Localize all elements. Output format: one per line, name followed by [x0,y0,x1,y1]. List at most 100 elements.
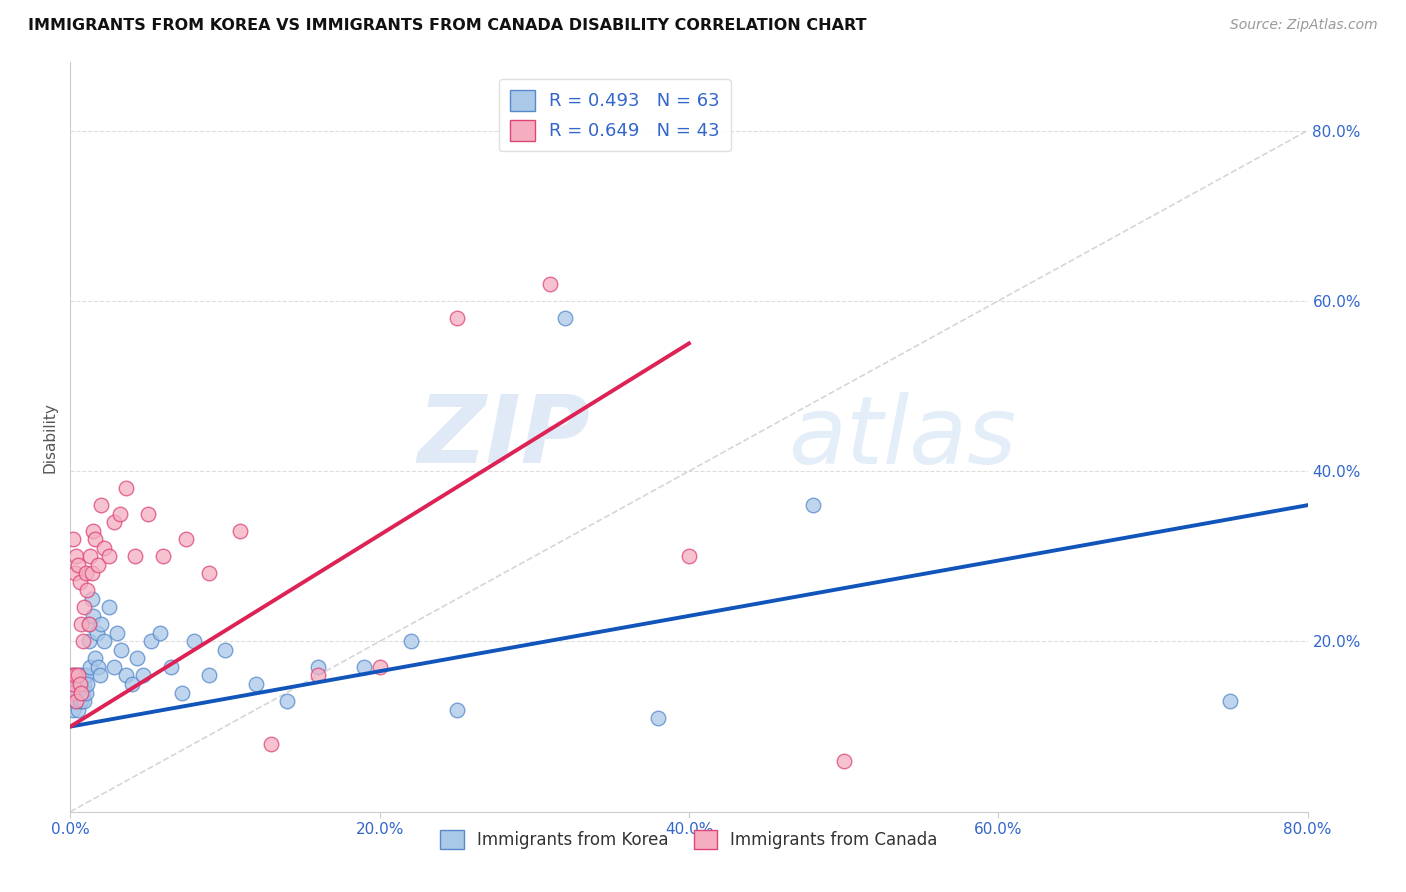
Point [554,310,576,325]
Point [198,566,221,581]
Point [149,626,172,640]
Point [87,558,110,572]
Point [115,668,138,682]
Point [60,677,83,691]
Point [801,498,824,512]
Point [125,651,148,665]
Point [80,591,103,606]
Point [121,677,143,691]
Point [62,533,84,547]
Point [538,277,561,291]
Text: atlas: atlas [787,392,1017,483]
Point [76,583,98,598]
Point [86,626,108,640]
Point [90,498,112,512]
Point [60,668,83,682]
Point [69,677,91,691]
Point [84,533,107,547]
Point [76,677,98,691]
Point [72,685,94,699]
Point [67,558,90,572]
Text: ZIP: ZIP [418,391,591,483]
Point [70,677,93,691]
Point [399,634,422,648]
Point [832,754,855,768]
Point [307,668,329,682]
Point [132,668,155,682]
Point [72,634,94,648]
Point [446,310,468,325]
Point [75,668,97,682]
Point [70,685,93,699]
Point [260,737,283,751]
Point [1219,694,1241,708]
Point [183,634,205,648]
Point [77,617,100,632]
Point [446,702,468,716]
Point [93,541,115,555]
Point [87,660,110,674]
Text: Source: ZipAtlas.com: Source: ZipAtlas.com [1230,18,1378,32]
Point [62,668,84,682]
Point [89,668,111,682]
Point [69,694,91,708]
Legend: Immigrants from Korea, Immigrants from Canada: Immigrants from Korea, Immigrants from C… [433,823,945,855]
Point [108,507,131,521]
Point [69,677,91,691]
Point [103,515,125,529]
Point [69,668,91,682]
Point [65,685,87,699]
Point [77,617,100,632]
Y-axis label: Disability: Disability [42,401,58,473]
Point [198,668,221,682]
Point [63,685,86,699]
Point [79,549,101,564]
Point [160,660,183,674]
Point [678,549,700,564]
Point [93,634,115,648]
Point [75,685,97,699]
Point [307,660,329,674]
Point [63,566,86,581]
Point [98,549,120,564]
Point [73,677,96,691]
Point [65,694,87,708]
Point [70,694,93,708]
Point [65,668,87,682]
Point [170,685,193,699]
Point [65,694,87,708]
Point [82,524,105,538]
Point [115,481,138,495]
Point [62,685,84,699]
Text: IMMIGRANTS FROM KOREA VS IMMIGRANTS FROM CANADA DISABILITY CORRELATION CHART: IMMIGRANTS FROM KOREA VS IMMIGRANTS FROM… [28,18,866,33]
Point [214,643,236,657]
Point [79,660,101,674]
Point [353,660,375,674]
Point [62,677,84,691]
Point [62,702,84,716]
Point [70,617,93,632]
Point [229,524,252,538]
Point [103,660,125,674]
Point [245,677,267,691]
Point [63,668,86,682]
Point [60,685,83,699]
Point [60,694,83,708]
Point [136,507,159,521]
Point [105,626,128,640]
Point [67,668,90,682]
Point [110,643,132,657]
Point [73,694,96,708]
Point [80,566,103,581]
Point [647,711,669,725]
Point [276,694,298,708]
Point [63,694,86,708]
Point [72,668,94,682]
Point [98,600,120,615]
Point [75,566,97,581]
Point [368,660,391,674]
Point [139,634,162,648]
Point [77,634,100,648]
Point [67,677,90,691]
Point [63,677,86,691]
